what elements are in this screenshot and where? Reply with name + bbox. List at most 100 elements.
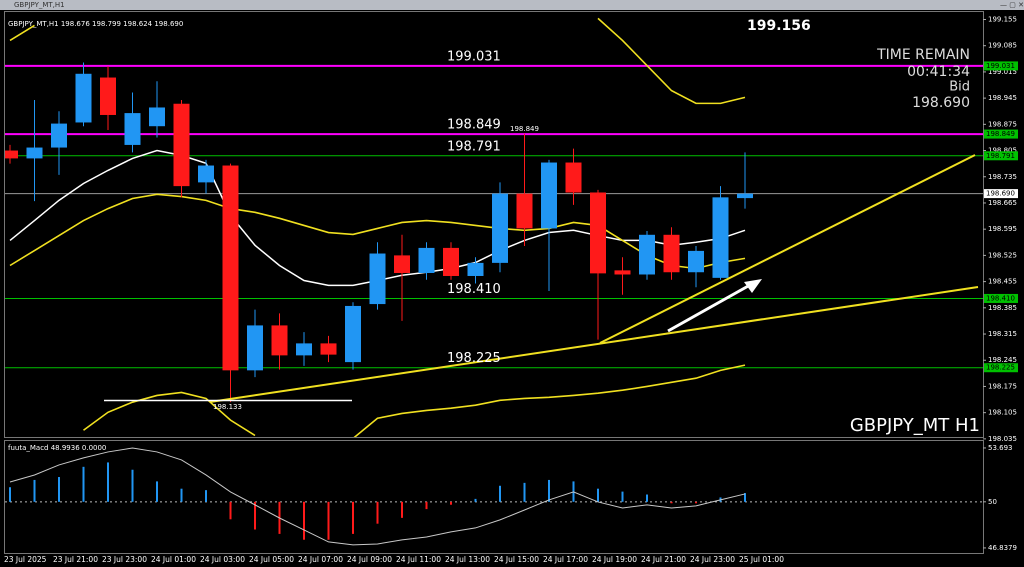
y-tick-label: 198.805: [988, 147, 1017, 155]
x-tick-label: 24 Jul 03:00: [200, 555, 245, 564]
candle-body: [688, 250, 704, 273]
x-tick-label: 24 Jul 17:00: [543, 555, 588, 564]
candle-body: [26, 147, 43, 159]
y-tick-label: 199.015: [988, 68, 1017, 76]
main-pane: [4, 11, 984, 438]
level-tag-label: 198.849: [986, 130, 1015, 138]
candle-body: [222, 165, 239, 371]
y-tick-label: 198.245: [988, 356, 1017, 364]
window-buttons[interactable]: — ▢ ✕: [1000, 1, 1024, 9]
level-tag: [984, 189, 1018, 199]
candle-body: [737, 193, 753, 199]
x-tick-label: 24 Jul 21:00: [641, 555, 686, 564]
candle-body: [369, 253, 386, 305]
time-remain-label: TIME REMAIN: [876, 47, 970, 63]
y-tick-label: 198.455: [988, 278, 1017, 286]
x-tick-label: 24 Jul 09:00: [347, 555, 392, 564]
bid: 198.690: [912, 95, 970, 111]
level-label: 199.031: [447, 49, 501, 64]
x-tick-label: 24 Jul 05:00: [249, 555, 294, 564]
level-tag: [984, 151, 1018, 161]
level-label: 198.225: [447, 351, 501, 366]
y-tick-label: 198.385: [988, 304, 1017, 312]
x-tick-label: 23 Jul 23:00: [102, 555, 147, 564]
candle-body: [516, 193, 533, 229]
x-tick-label: 24 Jul 13:00: [445, 555, 490, 564]
candle-body: [5, 150, 18, 159]
x-tick-label: 23 Jul 21:00: [53, 555, 98, 564]
x-tick-label: 23 Jul 2025: [4, 555, 47, 564]
candle-body: [663, 234, 680, 273]
y-tick-label: 199.155: [988, 15, 1017, 23]
candle-body: [590, 192, 606, 274]
level-label: 198.849: [447, 118, 501, 133]
y-tick-label: 198.595: [988, 225, 1017, 233]
candle-body: [173, 103, 190, 187]
indicator-line: [9, 193, 746, 270]
y-tick-label: 199.085: [988, 42, 1017, 50]
candle-body: [296, 343, 312, 356]
level-small-label: 198.849: [510, 125, 539, 133]
y-tick-label: 198.735: [988, 173, 1017, 181]
y-tick-label: 198.525: [988, 251, 1017, 259]
level-tag: [984, 129, 1018, 139]
x-tick-label: 24 Jul 01:00: [151, 555, 196, 564]
x-tick-label: 24 Jul 15:00: [494, 555, 539, 564]
level-tag-label: 199.031: [986, 62, 1015, 70]
candle-body: [345, 305, 361, 363]
x-tick-label: 24 Jul 07:00: [298, 555, 343, 564]
signal-line: [9, 447, 746, 546]
candle-body: [271, 325, 288, 356]
top-label: 199.156: [747, 18, 811, 34]
indicator-pane: [4, 440, 984, 554]
arrow-head: [744, 279, 762, 293]
trend-line: [599, 154, 976, 344]
level-tag: [984, 293, 1018, 303]
candle-body: [75, 73, 92, 123]
title-bar: [0, 0, 1024, 10]
watermark: GBPJPY_MT H1: [850, 415, 980, 436]
x-tick-label: 24 Jul 11:00: [396, 555, 441, 564]
level-tag: [984, 61, 1018, 71]
level-tag: [984, 363, 1018, 373]
trend-line: [209, 286, 979, 403]
header: GBPJPY_MT,H1 198.676 198.799 198.624 198…: [8, 20, 183, 28]
x-tick-label: 24 Jul 23:00: [690, 555, 735, 564]
level-label: 198.410: [447, 282, 501, 297]
x-tick-label: 25 Jul 01:00: [739, 555, 784, 564]
candle-body: [492, 193, 508, 263]
y-tick-label: 198.175: [988, 382, 1017, 390]
candle-body: [149, 107, 165, 127]
candle-body: [541, 162, 557, 229]
level-tag-label: 198.225: [986, 364, 1015, 372]
y-tick-label: 198.035: [988, 435, 1017, 443]
y-tick-label: 198.945: [988, 94, 1017, 102]
candle-body: [124, 113, 141, 145]
candle-body: [320, 343, 337, 355]
arrow: [667, 283, 751, 333]
candle-body: [418, 247, 435, 273]
candle-body: [614, 270, 631, 275]
level-tag-label: 198.791: [986, 152, 1015, 160]
bid-label: Bid: [949, 80, 970, 95]
x-tick-label: 24 Jul 19:00: [592, 555, 637, 564]
y-tick-label: 50: [988, 498, 997, 506]
candle-body: [51, 123, 67, 148]
y-tick-label: 198.105: [988, 409, 1017, 417]
indicator-label: fuuta_Macd 48.9936 0.0000: [8, 444, 106, 452]
candle-body: [100, 77, 116, 115]
y-tick-label: 46.8379: [988, 544, 1017, 552]
y-tick-label: 198.315: [988, 330, 1017, 338]
candle-body: [712, 197, 729, 278]
y-tick-label: 53.693: [988, 444, 1013, 452]
y-tick-label: 198.665: [988, 199, 1017, 207]
indicator-line: [83, 364, 746, 437]
low-label: 198.133: [213, 403, 242, 411]
candle-body: [198, 165, 214, 183]
candle-body: [247, 325, 263, 371]
candle-body: [443, 247, 459, 276]
candle-body: [565, 162, 582, 193]
candle-body: [394, 255, 410, 273]
